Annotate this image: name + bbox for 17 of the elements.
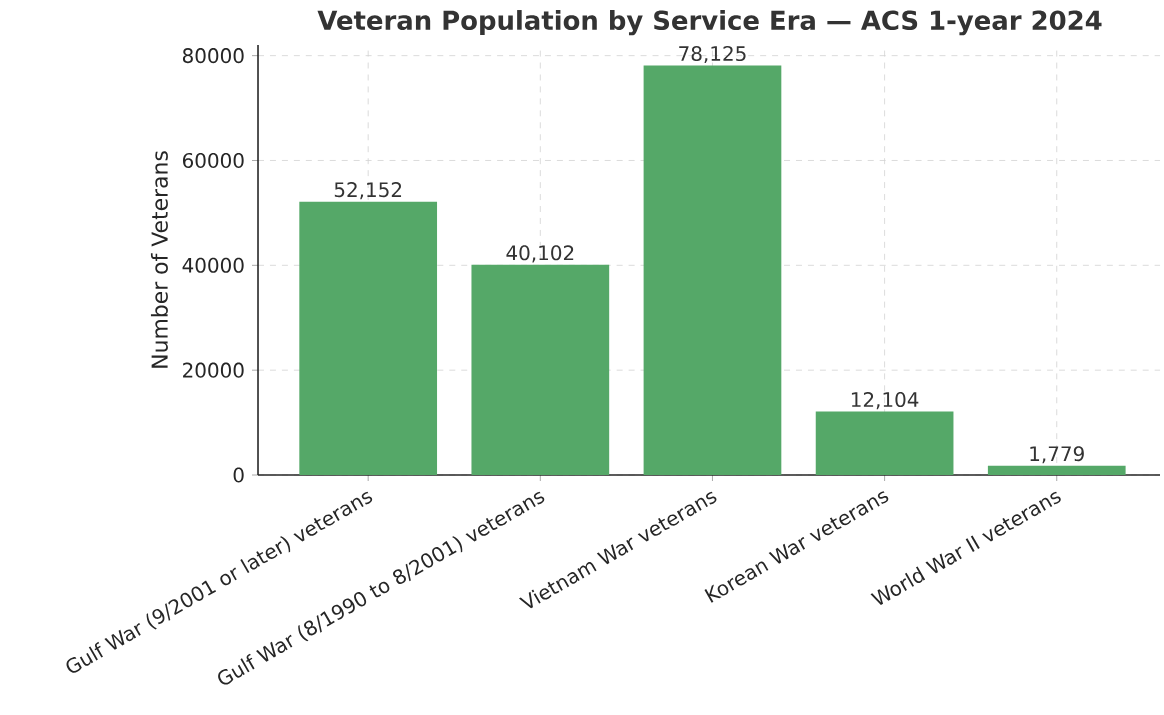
bar [471, 264, 610, 475]
bar [987, 465, 1126, 475]
y-axis-title: Number of Veterans [150, 151, 168, 368]
y-tick-label: 60000 [182, 152, 244, 169]
data-label: 1,779 [1030, 446, 1084, 464]
chart-title: Veteran Population by Service Era — ACS 1-year 2024 [317, 10, 1102, 36]
data-label: 40,102 [506, 245, 574, 263]
data-label: 78,125 [679, 45, 746, 64]
y-tick-label: 0 [233, 467, 244, 483]
data-label: 52,152 [334, 182, 402, 200]
data-label: 12,104 [851, 392, 919, 410]
y-tick-label: 40000 [182, 257, 244, 273]
bar [643, 65, 782, 475]
y-tick-label: 80000 [182, 48, 244, 64]
y-tick-label: 20000 [183, 362, 244, 378]
bar [299, 201, 438, 475]
bar [815, 411, 954, 475]
